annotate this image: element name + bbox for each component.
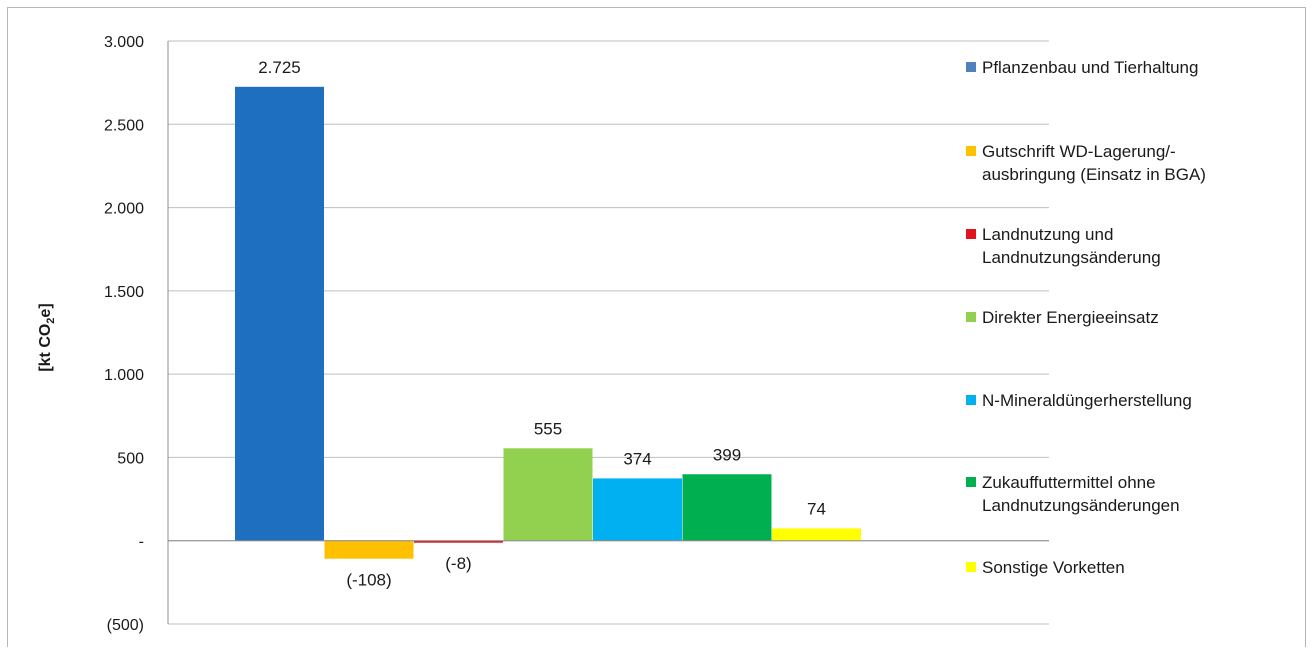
bar bbox=[414, 540, 503, 543]
bars bbox=[235, 86, 861, 559]
legend-label: Pflanzenbau und Tierhaltung bbox=[982, 58, 1198, 77]
legend-swatch bbox=[966, 562, 976, 572]
legend-swatch bbox=[966, 229, 976, 239]
bar bbox=[235, 86, 324, 541]
legend-label: Direkter Energieeinsatz bbox=[982, 308, 1159, 327]
y-tick-label: 500 bbox=[117, 450, 144, 467]
legend-label: ausbringung (Einsatz in BGA) bbox=[982, 165, 1206, 184]
bar bbox=[324, 540, 414, 559]
y-tick-label: 1.500 bbox=[104, 284, 144, 301]
data-label: (-8) bbox=[445, 554, 471, 573]
legend-swatch bbox=[966, 395, 976, 405]
y-tick-label: 2.000 bbox=[104, 201, 144, 218]
data-label: 399 bbox=[713, 445, 741, 464]
legend-label: Landnutzungsänderung bbox=[982, 248, 1161, 267]
legend-swatch bbox=[966, 62, 976, 72]
data-label: 374 bbox=[623, 449, 651, 468]
legend-label: Landnutzung und bbox=[982, 225, 1113, 244]
legend-label: Sonstige Vorketten bbox=[982, 558, 1125, 577]
y-axis-ticks: 3.000 2.500 2.000 1.500 1.000 500 - (500) bbox=[104, 34, 144, 634]
y-tick-label: 2.500 bbox=[104, 117, 144, 134]
legend: Pflanzenbau und Tierhaltung Gutschrift WD… bbox=[966, 58, 1206, 577]
y-axis-label: [kt CO2e] bbox=[37, 303, 57, 371]
legend-swatch bbox=[966, 477, 976, 487]
bar bbox=[593, 478, 682, 541]
chart-frame: 3.000 2.500 2.000 1.500 1.000 500 - (500) 2.725… bbox=[7, 7, 1306, 647]
bar bbox=[772, 528, 861, 541]
legend-swatch bbox=[966, 312, 976, 322]
legend-label: Zukauffuttermittel ohne bbox=[982, 473, 1156, 492]
data-labels: 2.725 (-108) (-8) 555 374 399 74 bbox=[258, 58, 826, 590]
legend-swatch bbox=[966, 146, 976, 156]
y-tick-label: 1.000 bbox=[104, 367, 144, 384]
legend-label: Landnutzungsänderungen bbox=[982, 496, 1180, 515]
axes bbox=[167, 41, 1049, 624]
data-label: (-108) bbox=[346, 571, 391, 590]
y-tick-label: 3.000 bbox=[104, 34, 144, 51]
data-label: 555 bbox=[534, 419, 562, 438]
y-tick-label: - bbox=[139, 534, 144, 551]
bar bbox=[503, 448, 593, 541]
data-label: 2.725 bbox=[258, 58, 301, 77]
bar bbox=[682, 474, 772, 541]
data-label: 74 bbox=[807, 499, 826, 518]
chart-svg: 3.000 2.500 2.000 1.500 1.000 500 - (500) 2.725… bbox=[37, 34, 1206, 634]
y-tick-label: (500) bbox=[107, 617, 144, 634]
legend-label: Gutschrift WD-Lagerung/- bbox=[982, 142, 1176, 161]
legend-label: N-Mineraldüngerherstellung bbox=[982, 391, 1192, 410]
